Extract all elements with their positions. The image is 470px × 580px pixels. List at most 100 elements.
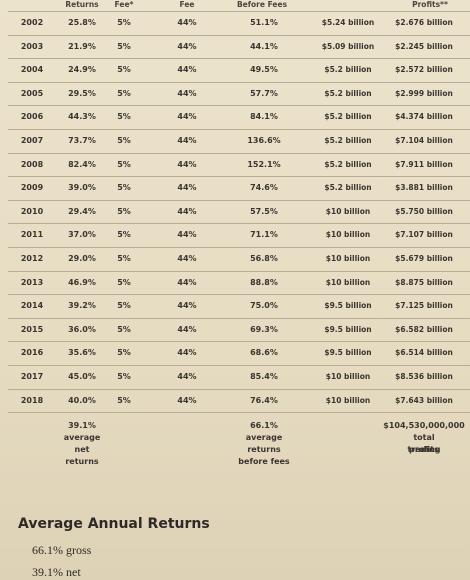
year-cell: 2009 [20,183,44,193]
table-cell: $2.245 billion [395,41,453,51]
row-rule [8,58,470,60]
table-cell: 5% [117,159,131,169]
table-cell: 49.5% [250,65,278,75]
footer-text: returns [65,457,99,467]
footer-text: profits [409,445,439,455]
table-cell: 44% [177,183,197,193]
table-cell: $5.2 billion [324,65,372,75]
row-rule [8,317,470,319]
table-cell: 5% [117,18,131,27]
table-cell: 29.4% [68,206,96,216]
table-cell: 44% [177,18,197,27]
table-cell: $7.911 billion [395,159,453,169]
row-rule [8,270,470,272]
row-rule [8,199,470,201]
table-cell: 39.2% [68,301,96,311]
table-cell: 68.6% [250,348,278,358]
table-cell: $3.881 billion [395,183,453,193]
table-cell: 24.9% [68,65,96,75]
table-cell: $5.24 billion [321,18,375,27]
year-cell: 2010 [20,206,44,216]
table-cell: 44.1% [250,41,278,51]
table-cell: $8.875 billion [395,277,453,287]
table-cell: $5.2 billion [324,183,372,193]
table-cell: 44% [177,136,197,145]
row-rule [8,294,470,296]
table-cell: 82.4% [68,159,96,169]
table-cell: 57.7% [250,88,278,98]
table-cell: 5% [117,254,131,263]
table-cell: 44% [177,372,197,381]
footer-text: 66.1% [250,421,278,431]
table-cell: 44% [177,395,197,405]
table-cell: $7.643 billion [395,395,453,405]
table-cell: 44% [177,206,197,216]
table-cell: $10 billion [325,206,371,216]
column-header: Fee* [114,0,134,9]
table-cell: $10 billion [325,230,371,240]
table-cell: 5% [117,112,131,122]
table-cell: $10 billion [325,277,371,287]
table-cell: 5% [117,324,131,334]
footer-text: 39.1% [68,421,96,431]
summary-heading: Average Annual Returns [18,516,210,532]
table-cell: 5% [117,372,131,381]
table-cell: 45.0% [68,372,96,381]
year-cell: 2012 [20,254,44,263]
table-cell: 5% [117,206,131,216]
footer-text: total trading [407,433,441,455]
table-cell: $7.107 billion [395,230,453,240]
table-cell: 57.5% [250,206,278,216]
footer-text: $104,530,000,000 [383,421,465,431]
year-cell: 2002 [20,18,44,27]
year-cell: 2003 [20,41,44,51]
table-cell: 21.9% [68,41,96,51]
table-cell: $9.5 billion [324,348,372,358]
table-cell: 36.0% [68,324,96,334]
year-cell: 2006 [20,112,44,122]
year-cell: 2016 [20,348,44,358]
year-cell: 2018 [20,395,44,405]
table-cell: $6.514 billion [395,348,453,358]
table-cell: 44% [177,41,197,51]
table-cell: 152.1% [247,159,281,169]
table-cell: 74.6% [250,183,278,193]
table-cell: $5.2 billion [324,112,372,122]
year-cell: 2008 [20,159,44,169]
row-rule [8,365,470,366]
table-cell: 69.3% [250,324,278,334]
table-cell: $5.09 billion [321,41,375,51]
table-cell: 44% [177,348,197,358]
year-cell: 2013 [20,277,44,287]
row-rule [8,388,470,390]
table-cell: 44% [177,159,197,169]
table-cell: $10 billion [325,372,371,381]
footer-text: before fees [238,457,290,467]
table-cell: 84.1% [250,112,278,122]
table-cell: 46.9% [68,277,96,287]
row-rule [8,129,470,130]
table-cell: 44% [177,230,197,240]
table-cell: 88.8% [250,277,278,287]
table-cell: 5% [117,301,131,311]
table-cell: 25.8% [68,18,96,27]
table-cell: 37.0% [68,230,96,240]
table-cell: 5% [117,65,131,75]
table-cell: $2.572 billion [395,65,453,75]
table-cell: 44% [177,254,197,263]
table-cell: 136.6% [247,136,281,145]
year-cell: 2015 [20,324,44,334]
table-cell: $2.999 billion [395,88,453,98]
row-rule [8,81,470,83]
table-cell: 29.0% [68,254,96,263]
row-rule [8,11,470,12]
table-cell: 5% [117,395,131,405]
year-cell: 2011 [20,230,44,240]
summary-line: 66.1% gross [32,543,92,557]
row-rule [8,247,470,248]
row-rule [8,223,470,225]
row-rule [8,341,470,343]
table-cell: 56.8% [250,254,278,263]
table-cell: $9.5 billion [324,301,372,311]
